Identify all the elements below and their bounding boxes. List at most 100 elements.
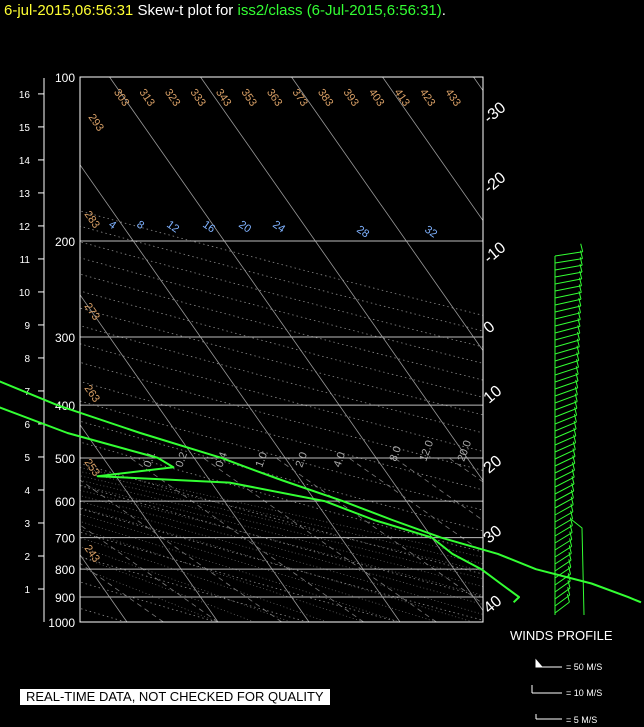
isotherm-line xyxy=(200,77,483,482)
title-timestamp: 6-jul-2015,06:56:31 xyxy=(4,2,134,19)
height-tick-label: 8 xyxy=(24,354,30,365)
wind-barb xyxy=(554,312,581,320)
wind-barb-feather xyxy=(576,352,580,361)
wind-legend-pennant xyxy=(535,658,562,668)
mixing-ratio-label: 2.0 xyxy=(294,451,311,469)
height-tick-label: 9 xyxy=(24,321,30,332)
theta-label: 383 xyxy=(315,87,335,109)
winds-profile-title: WINDS PROFILE xyxy=(510,628,613,643)
wind-barb-feather xyxy=(580,250,583,259)
wind-barb xyxy=(554,394,578,404)
title-date: (6-Jul-2015,6:56:31) xyxy=(306,2,442,19)
theta-e-label: 12 xyxy=(164,219,181,236)
theta-label: 353 xyxy=(239,87,259,109)
wind-barb xyxy=(554,353,580,362)
wind-barb xyxy=(554,559,572,572)
wind-barb xyxy=(554,258,583,264)
wind-barb-feather xyxy=(574,386,578,395)
height-tick-label: 4 xyxy=(24,486,30,497)
wind-barb xyxy=(554,387,578,397)
mixing-ratio-label: 12.0 xyxy=(418,439,437,463)
wind-barb xyxy=(554,449,576,460)
dry-adiabat-line xyxy=(80,307,483,416)
theta-e-label: 20 xyxy=(236,219,253,236)
wind-barb-feather xyxy=(579,263,583,273)
mixing-ratio-line xyxy=(348,457,483,553)
dry-adiabat-line xyxy=(80,531,399,622)
moist-adiabat-line xyxy=(80,475,483,572)
moist-adiabat-line xyxy=(80,501,483,615)
wind-barb xyxy=(554,539,573,551)
wind-barb-feather xyxy=(575,379,579,389)
dry-adiabat-line xyxy=(80,273,483,381)
theta-e-label: 32 xyxy=(422,224,439,241)
wind-barb-feather xyxy=(573,434,577,443)
wind-barb xyxy=(554,298,582,306)
wind-barb-feather xyxy=(570,496,574,505)
isotherm-right-label: -30 xyxy=(481,99,510,127)
wind-barb xyxy=(554,476,575,488)
dry-adiabat-line xyxy=(80,556,308,622)
mixing-ratio-line xyxy=(80,479,282,622)
wind-barb-feather xyxy=(574,400,578,409)
wind-barb xyxy=(554,601,570,614)
wind-legend-half-barb xyxy=(535,714,562,720)
wind-barb xyxy=(554,428,577,439)
wind-barb-feather xyxy=(579,257,583,266)
height-tick-label: 10 xyxy=(19,288,31,299)
pressure-tick-label: 500 xyxy=(55,452,75,466)
wind-barb-feather xyxy=(576,338,580,348)
theta-label: 403 xyxy=(366,87,386,109)
pressure-tick-label: 1000 xyxy=(48,616,75,630)
wind-barb xyxy=(554,532,573,544)
wind-barb-feather xyxy=(569,524,573,533)
wind-barb-feather xyxy=(571,475,575,485)
wind-profile-outline xyxy=(571,519,585,616)
height-tick-label: 16 xyxy=(19,90,31,101)
wind-barb xyxy=(554,573,571,586)
wind-legend-10: = 10 M/S xyxy=(566,688,603,698)
title-station: iss2/class xyxy=(237,2,303,19)
moist-adiabat-line xyxy=(80,471,483,565)
height-tick-label: 1 xyxy=(24,585,30,596)
wind-barb-feather xyxy=(580,243,584,252)
wind-barb xyxy=(554,264,583,271)
theta-label: 313 xyxy=(137,87,157,109)
theta-e-label: 28 xyxy=(354,224,371,241)
mixing-ratio-line xyxy=(394,457,483,521)
plot-frame xyxy=(79,76,484,623)
wind-barb xyxy=(554,594,570,607)
theta-label: 413 xyxy=(392,87,412,109)
dry-adiabat-line xyxy=(80,400,483,511)
wind-barb xyxy=(554,278,582,285)
height-tick-label: 6 xyxy=(24,420,30,431)
wind-barb-feather xyxy=(576,345,580,354)
wind-barb-feather xyxy=(573,420,577,430)
wind-barb xyxy=(554,332,580,341)
isotherm-right-label: 30 xyxy=(481,523,506,548)
isotherm-line xyxy=(80,424,219,622)
isotherm-line xyxy=(109,77,483,612)
wind-barb-feather xyxy=(570,510,574,519)
wind-barb-feather xyxy=(573,427,577,437)
wind-barb xyxy=(554,435,577,446)
wind-barb-feather xyxy=(568,559,572,568)
isotherm-right-label: -20 xyxy=(481,169,510,197)
dewpoint-trace xyxy=(0,406,520,604)
wind-barb xyxy=(554,285,582,292)
wind-barb-feather xyxy=(571,482,575,492)
wind-barb-feather xyxy=(572,455,576,464)
wind-barb xyxy=(554,442,576,453)
wind-barb xyxy=(554,325,581,334)
wind-barb-feather xyxy=(577,318,581,327)
theta-label: 293 xyxy=(86,112,106,134)
wind-barb xyxy=(554,360,579,369)
theta-label: 303 xyxy=(111,87,131,109)
wind-barb xyxy=(554,497,574,509)
chart-title: 6-jul-2015,06:56:31 Skew-t plot for iss2… xyxy=(4,2,446,19)
moist-adiabat-line xyxy=(80,537,328,622)
moist-adiabat-line xyxy=(80,479,483,579)
mixing-ratio-label: 8.0 xyxy=(388,445,405,463)
wind-barb-feather xyxy=(574,393,578,402)
